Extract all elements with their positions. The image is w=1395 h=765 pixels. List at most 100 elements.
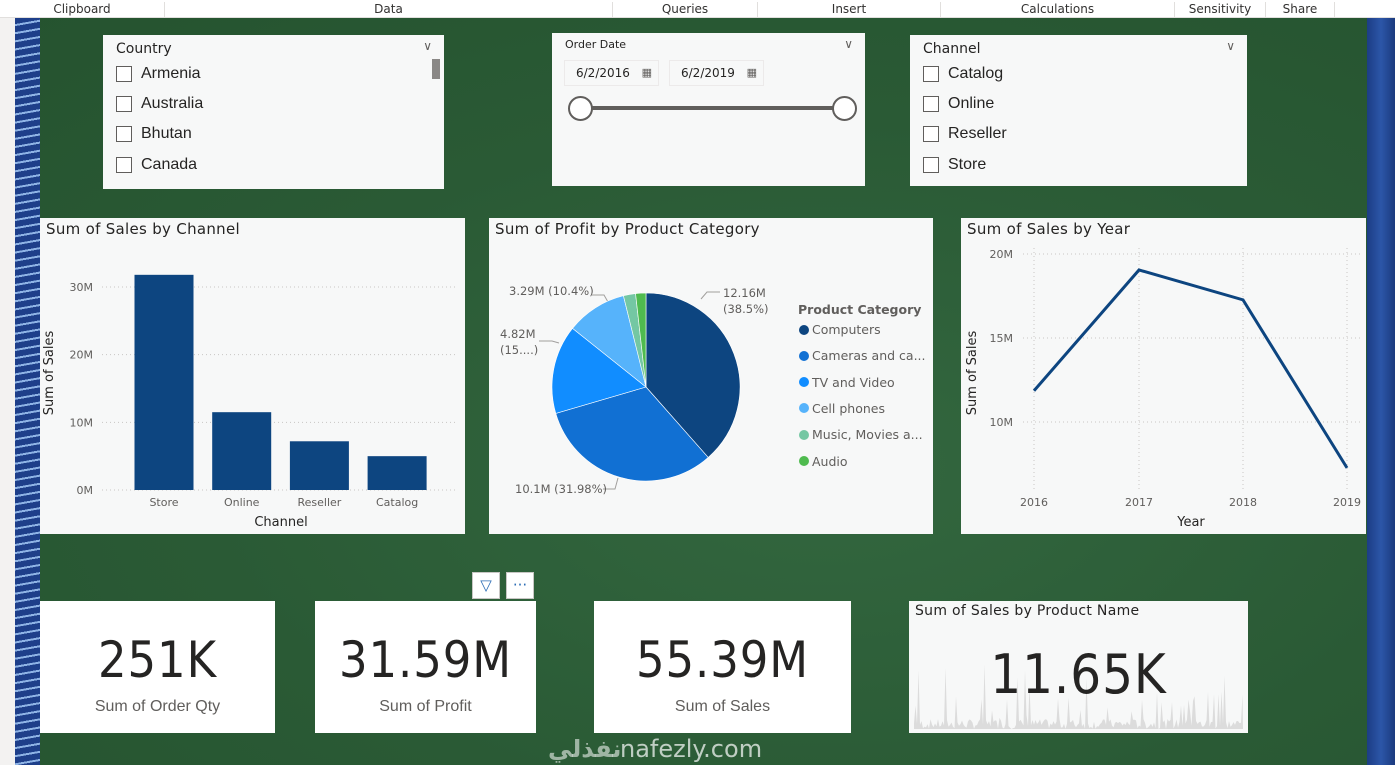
legend-item[interactable]: Audio — [799, 454, 848, 469]
ribbon: Clipboard Data Queries Insert Calculatio… — [0, 0, 1395, 18]
legend-dot-icon — [799, 429, 809, 440]
sales-line — [1032, 268, 1349, 469]
card-order-qty[interactable]: 251K Sum of Order Qty — [40, 601, 275, 733]
y-tick-label: 30M — [70, 281, 94, 294]
start-date-input[interactable]: 6/2/2016 ▦ — [564, 60, 659, 86]
card-label: Sum of Profit — [379, 698, 472, 715]
sales-by-year-chart[interactable]: Sum of Sales by Year Sum of Sales Year 1… — [961, 218, 1366, 534]
chart-title: Sum of Sales by Channel — [46, 220, 240, 238]
legend-item[interactable]: Cell phones — [799, 401, 885, 416]
card-value: 31.59M — [338, 631, 513, 689]
legend-item[interactable]: TV and Video — [799, 375, 895, 390]
data-label-tv: 4.82M (15....) — [500, 327, 539, 357]
checkbox[interactable] — [116, 157, 132, 173]
card-sales[interactable]: 55.39M Sum of Sales — [594, 601, 851, 733]
x-tick-label: Reseller — [297, 496, 341, 509]
slider-track[interactable] — [580, 106, 844, 110]
slicer-item-australia[interactable]: Australia — [116, 95, 203, 113]
ribbon-group-sensitivity[interactable]: Sensitivity — [1175, 2, 1266, 18]
x-axis-title: Year — [1176, 515, 1205, 530]
y-tick-label: 20M — [70, 349, 94, 362]
channel-slicer: Channel ∨ Catalog Online Reseller Store — [910, 35, 1247, 186]
card-value: 251K — [97, 631, 217, 689]
left-decoration — [15, 18, 40, 765]
checkbox[interactable] — [116, 126, 132, 142]
card-value: 11.65K — [990, 643, 1167, 706]
legend-dot-icon — [799, 377, 809, 388]
legend-dot-icon — [799, 456, 809, 466]
slider-start-handle[interactable] — [568, 96, 593, 121]
slicer-item-store[interactable]: Store — [923, 156, 986, 174]
item-label: Armenia — [141, 65, 201, 82]
country-slicer: Country ∨ Armenia Australia Bhutan Canad… — [103, 35, 444, 189]
start-date-value: 6/2/2016 — [576, 66, 630, 80]
profit-by-category-chart[interactable]: Sum of Profit by Product Category 12.16M… — [489, 218, 933, 534]
item-label: Online — [948, 95, 995, 112]
ribbon-group-calculations[interactable]: Calculations — [941, 2, 1175, 18]
end-date-input[interactable]: 6/2/2019 ▦ — [669, 60, 764, 86]
item-label: Reseller — [948, 125, 1007, 142]
chevron-down-icon[interactable]: ∨ — [423, 39, 432, 53]
x-tick-label: 2019 — [1333, 496, 1361, 509]
legend-label: Music, Movies a... — [812, 427, 923, 443]
x-tick-label: Online — [224, 496, 260, 509]
checkbox[interactable] — [923, 126, 939, 142]
ribbon-group-share[interactable]: Share — [1266, 2, 1335, 18]
data-label-cameras: 10.1M (31.98%) — [515, 482, 608, 496]
line-chart-svg: Sum of Sales Year 10M 15M 20M 2016 2017 2018 2… — [965, 248, 1361, 530]
watermark-logo: نفذلي — [548, 735, 622, 763]
slicer-title: Order Date — [565, 38, 627, 51]
slicer-item-catalog[interactable]: Catalog — [923, 65, 1003, 83]
x-tick-label: Store — [149, 496, 178, 509]
more-options-icon[interactable]: ··· — [506, 572, 534, 599]
checkbox[interactable] — [116, 66, 132, 82]
chevron-down-icon[interactable]: ∨ — [844, 37, 853, 51]
ribbon-group-data[interactable]: Data — [165, 2, 613, 18]
sparkline-area — [914, 664, 1243, 729]
chart-title: Sum of Profit by Product Category — [495, 220, 760, 238]
ribbon-group-insert[interactable]: Insert — [758, 2, 941, 18]
scrollbar[interactable] — [432, 59, 440, 79]
slider-end-handle[interactable] — [832, 96, 857, 121]
leader-lines — [539, 291, 720, 490]
slicer-item-bhutan[interactable]: Bhutan — [116, 125, 192, 143]
legend-title: Product Category — [798, 302, 922, 317]
calendar-icon[interactable]: ▦ — [746, 66, 757, 79]
data-label-cell-phones: 3.29M (10.4%) — [509, 284, 594, 298]
pie-slice-1 — [555, 386, 709, 482]
ribbon-group-queries[interactable]: Queries — [613, 2, 758, 18]
chevron-down-icon[interactable]: ∨ — [1226, 39, 1235, 53]
pie-chart-svg — [539, 291, 741, 490]
right-decoration — [1367, 18, 1395, 765]
slicer-item-reseller[interactable]: Reseller — [923, 125, 1007, 143]
legend-item[interactable]: Music, Movies a... — [799, 427, 923, 442]
checkbox[interactable] — [923, 157, 939, 173]
card-sales-by-product[interactable]: Sum of Sales by Product Name 11.65K — [909, 601, 1248, 733]
calendar-icon[interactable]: ▦ — [641, 66, 652, 79]
left-pane — [0, 18, 15, 765]
item-label: Bhutan — [141, 125, 192, 142]
filter-icon[interactable]: ▽ — [472, 572, 500, 599]
sparkline — [914, 664, 1243, 729]
card-profit[interactable]: 31.59M Sum of Profit — [315, 601, 536, 733]
item-label: Australia — [141, 95, 204, 112]
x-tick-label: 2018 — [1229, 496, 1257, 509]
pie-slice-5 — [635, 292, 647, 388]
sales-by-channel-chart[interactable]: Sum of Sales by Channel Sum of Sales Cha… — [40, 218, 465, 534]
slicer-item-armenia[interactable]: Armenia — [116, 65, 201, 83]
legend-dot-icon — [799, 350, 809, 361]
checkbox[interactable] — [923, 96, 939, 112]
ribbon-group-clipboard[interactable]: Clipboard — [0, 2, 165, 18]
slicer-item-canada[interactable]: Canada — [116, 156, 197, 174]
x-tick-label: 2017 — [1125, 496, 1153, 509]
checkbox[interactable] — [116, 96, 132, 112]
slicer-item-online[interactable]: Online — [923, 95, 994, 113]
checkbox[interactable] — [923, 66, 939, 82]
card-value: 55.39M — [635, 631, 810, 689]
legend-item[interactable]: Cameras and ca... — [799, 348, 925, 363]
y-tick-label: 10M — [990, 416, 1014, 429]
legend-label: Cell phones — [812, 400, 885, 416]
end-date-value: 6/2/2019 — [681, 66, 735, 80]
legend-item[interactable]: Computers — [799, 322, 881, 337]
legend-label: Audio — [812, 453, 848, 469]
